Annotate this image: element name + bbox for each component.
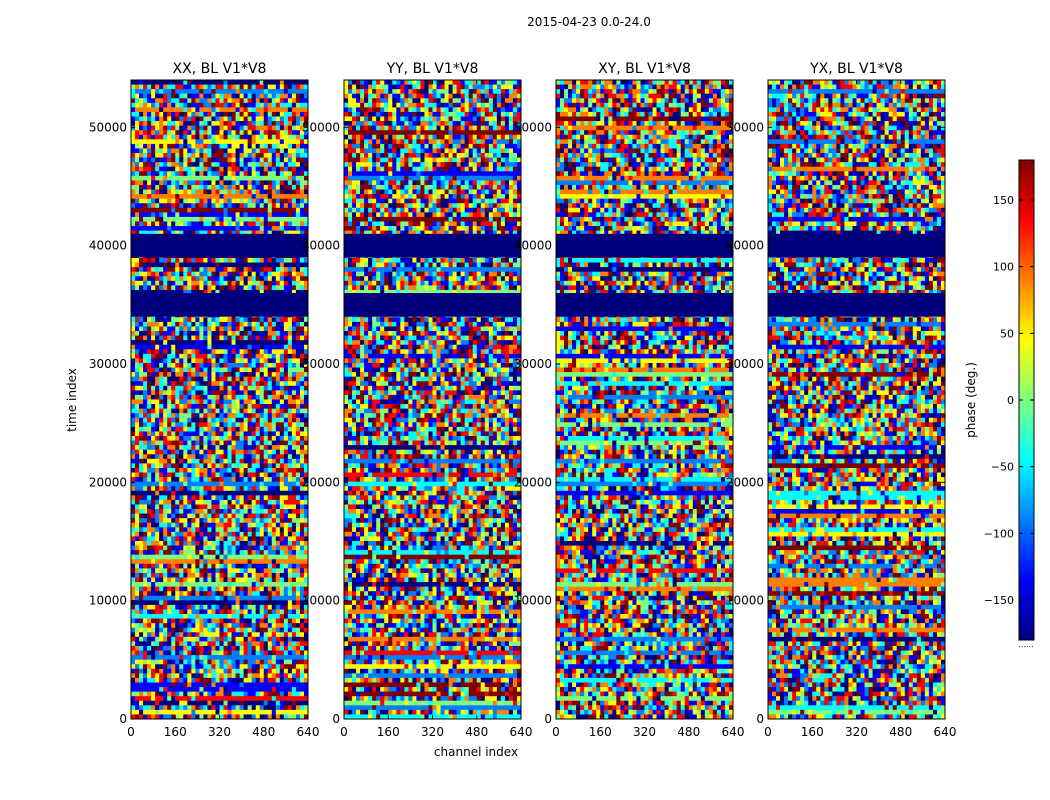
y-tick-label: 30000 (726, 357, 764, 371)
colorbar-tick-label: −100 (984, 527, 1014, 540)
x-tick-label: 320 (421, 725, 444, 739)
x-tick-label: 480 (889, 725, 912, 739)
y-tick-label: 30000 (302, 357, 340, 371)
colorbar-tick-label: 100 (993, 261, 1014, 274)
y-tick-label: 20000 (302, 475, 340, 489)
panel-title: YY, BL V1*V8 (386, 61, 479, 77)
panel-3: XY, BL V1*V8 0 160 320 480 640 0 10000 20000 3000… (514, 61, 745, 739)
x-tick-label: 160 (377, 725, 400, 739)
panel-title: XY, BL V1*V8 (598, 61, 691, 77)
x-tick-label: 640 (722, 725, 745, 739)
y-tick-label: 10000 (514, 594, 552, 608)
y-tick-label: 30000 (514, 357, 552, 371)
y-tick-label: 0 (544, 712, 552, 726)
y-tick-label: 10000 (89, 594, 127, 608)
y-axis-label: time index (65, 368, 79, 432)
y-tick-label: 20000 (514, 475, 552, 489)
x-tick-label: 320 (208, 725, 231, 739)
colorbar-tick-label: 50 (1000, 327, 1014, 340)
y-tick-label: 20000 (726, 475, 764, 489)
x-tick-label: 640 (510, 725, 533, 739)
y-tick-label: 50000 (302, 120, 340, 134)
colorbar-bottom-label: ...... (1018, 640, 1033, 649)
colorbar-tick-label: −50 (991, 461, 1014, 474)
y-tick-label: 10000 (302, 594, 340, 608)
y-tick-label: 50000 (89, 120, 127, 134)
x-tick-label: 480 (252, 725, 275, 739)
x-tick-label: 0 (552, 725, 560, 739)
y-tick-label: 10000 (726, 594, 764, 608)
x-tick-label: 640 (934, 725, 957, 739)
panel-2: YY, BL V1*V8 0 160 320 480 640 0 10000 20000 3000… (302, 61, 533, 739)
panel-4: YX, BL V1*V8 0 160 320 480 640 0 10000 20000 3000… (726, 61, 957, 739)
y-tick-label: 0 (756, 712, 764, 726)
panel-1: XX, BL V1*V8 0 160 320 480 640 0 10000 20000 3000… (89, 61, 320, 739)
y-tick-label: 40000 (726, 239, 764, 253)
y-tick-label: 50000 (514, 120, 552, 134)
heatmap-panels: XX, BL V1*V8 0 160 320 480 640 0 10000 20000 3000… (89, 61, 957, 739)
colorbar-label: phase (deg.) (964, 362, 978, 438)
x-axis-label: channel index (434, 745, 518, 759)
y-tick-label: 40000 (514, 239, 552, 253)
y-tick-label: 0 (119, 712, 127, 726)
y-tick-label: 50000 (726, 120, 764, 134)
x-tick-label: 640 (297, 725, 320, 739)
colorbar-tick-label: 0 (1007, 394, 1014, 407)
x-tick-label: 320 (633, 725, 656, 739)
x-tick-label: 480 (465, 725, 488, 739)
y-tick-label: 20000 (89, 475, 127, 489)
y-tick-label: 40000 (302, 239, 340, 253)
colorbar-tick-label: 150 (993, 194, 1014, 207)
x-tick-label: 0 (340, 725, 348, 739)
colorbar-tick-label: −150 (984, 594, 1014, 607)
x-tick-label: 160 (589, 725, 612, 739)
x-tick-label: 160 (801, 725, 824, 739)
y-tick-label: 0 (332, 712, 340, 726)
y-tick-label: 30000 (89, 357, 127, 371)
panel-title: YX, BL V1*V8 (809, 61, 903, 77)
panel-title: XX, BL V1*V8 (173, 61, 267, 77)
x-tick-label: 0 (127, 725, 135, 739)
colorbar: −150 −100 −50 0 50 100 150 (984, 159, 1035, 641)
x-tick-label: 320 (845, 725, 868, 739)
x-tick-label: 480 (677, 725, 700, 739)
x-tick-label: 0 (764, 725, 772, 739)
figure-suptitle: 2015-04-23 0.0-24.0 (527, 15, 651, 29)
y-tick-label: 40000 (89, 239, 127, 253)
x-tick-label: 160 (164, 725, 187, 739)
